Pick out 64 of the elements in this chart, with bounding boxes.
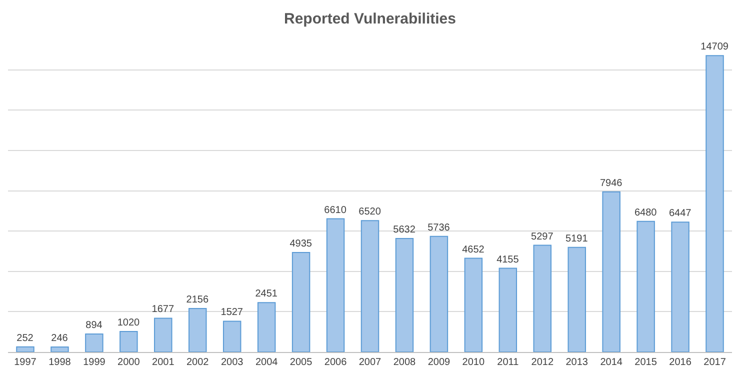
bar (257, 302, 276, 352)
data-label: 5297 (531, 231, 554, 242)
bar (154, 318, 172, 352)
bar (636, 220, 655, 352)
x-tick-label: 2014 (600, 357, 623, 368)
x-tick-label: 2003 (220, 357, 244, 368)
data-label: 894 (86, 320, 103, 331)
x-tick-label: 1997 (14, 357, 37, 368)
data-label: 1527 (220, 307, 244, 318)
data-label: 4155 (496, 254, 520, 266)
bar (671, 222, 690, 352)
bar (498, 268, 518, 352)
data-label: 2156 (186, 294, 209, 306)
data-label: 4652 (462, 244, 485, 256)
bar (602, 191, 620, 352)
x-tick-label: 1998 (48, 357, 72, 368)
data-label: 6520 (358, 206, 382, 218)
data-label: 6610 (324, 204, 347, 216)
bar (464, 258, 483, 352)
x-tick-label: 2002 (186, 357, 210, 368)
bar (222, 320, 242, 352)
x-tick-label: 2011 (497, 357, 520, 368)
x-tick-label: 1999 (83, 357, 106, 368)
data-label: 5736 (428, 222, 450, 234)
x-tick-label: 2009 (428, 357, 451, 368)
bar (120, 330, 138, 352)
bar (85, 333, 104, 352)
bar (430, 236, 448, 352)
x-tick-label: 2000 (118, 357, 140, 368)
x-tick-label: 2008 (393, 357, 416, 368)
x-tick-label: 2017 (704, 357, 726, 368)
data-label: 6480 (634, 207, 658, 218)
data-label: 252 (16, 332, 34, 344)
bar (292, 252, 310, 352)
x-tick-label: 2010 (462, 357, 485, 368)
x-tick-label: 2006 (324, 357, 348, 368)
bar (16, 346, 34, 352)
bar (360, 220, 380, 352)
bar (50, 346, 69, 352)
data-label: 7946 (600, 178, 623, 189)
data-label: 5632 (393, 224, 416, 236)
x-tick-label: 2013 (566, 357, 588, 368)
bar (706, 55, 724, 352)
x-tick-label: 2016 (669, 357, 692, 368)
chart-title: Reported Vulnerabilities (284, 10, 456, 28)
x-tick-label: 2007 (358, 357, 382, 368)
x-tick-label: 2015 (634, 357, 658, 368)
data-label: 246 (51, 333, 68, 344)
x-tick-label: 2005 (290, 357, 313, 368)
x-tick-label: 2012 (531, 357, 554, 368)
data-label: 6447 (668, 208, 692, 220)
bar (326, 218, 345, 352)
data-label: 5191 (566, 233, 588, 244)
data-label: 2451 (255, 288, 278, 300)
bar (568, 246, 586, 352)
data-label: 1020 (117, 317, 140, 328)
data-label: 14709 (700, 42, 729, 53)
data-label: 1677 (152, 304, 174, 316)
x-tick-label: 2004 (255, 357, 278, 368)
bar (395, 238, 414, 352)
bar (533, 244, 552, 352)
data-label: 4935 (290, 238, 312, 250)
bar (188, 308, 207, 352)
x-tick-label: 2001 (152, 357, 175, 368)
